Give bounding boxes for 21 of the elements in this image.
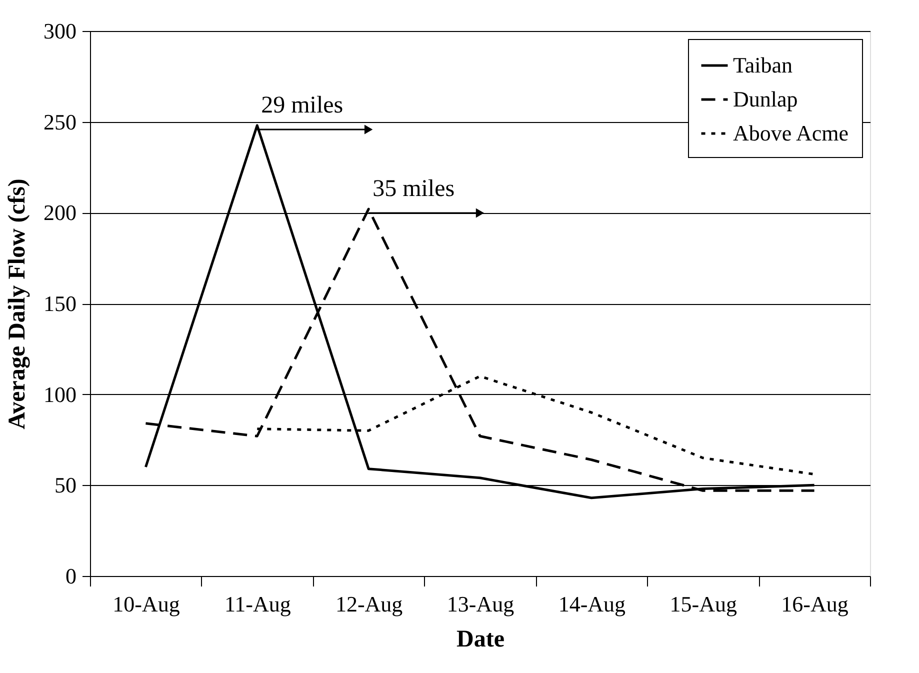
annotation: 29 miles — [261, 92, 344, 118]
legend-label: Taiban — [733, 52, 793, 78]
y-tick-label: 200 — [44, 200, 76, 226]
legend-label: Dunlap — [733, 86, 798, 112]
y-tick-label: 150 — [44, 291, 76, 316]
y-tick-label: 50 — [54, 472, 76, 498]
y-tick-label: 0 — [66, 564, 76, 588]
y-axis-title: Average Daily Flow (cfs) — [4, 178, 30, 430]
x-tick-label: 13-Aug — [446, 592, 514, 616]
x-tick-label: 10-Aug — [112, 592, 180, 616]
legend-label: Above Acme — [733, 120, 848, 146]
x-axis-title: Date — [456, 626, 505, 652]
x-tick-label: 11-Aug — [224, 592, 291, 616]
y-tick-label: 100 — [44, 382, 76, 407]
y-tick-label: 250 — [44, 109, 76, 134]
x-tick-label: 16-Aug — [781, 592, 848, 616]
x-tick-label: 12-Aug — [335, 592, 403, 616]
y-tick-label: 300 — [44, 18, 76, 44]
annotation: 35 miles — [372, 176, 455, 202]
x-tick-label: 15-Aug — [670, 592, 737, 616]
x-tick-label: 14-Aug — [558, 592, 626, 616]
